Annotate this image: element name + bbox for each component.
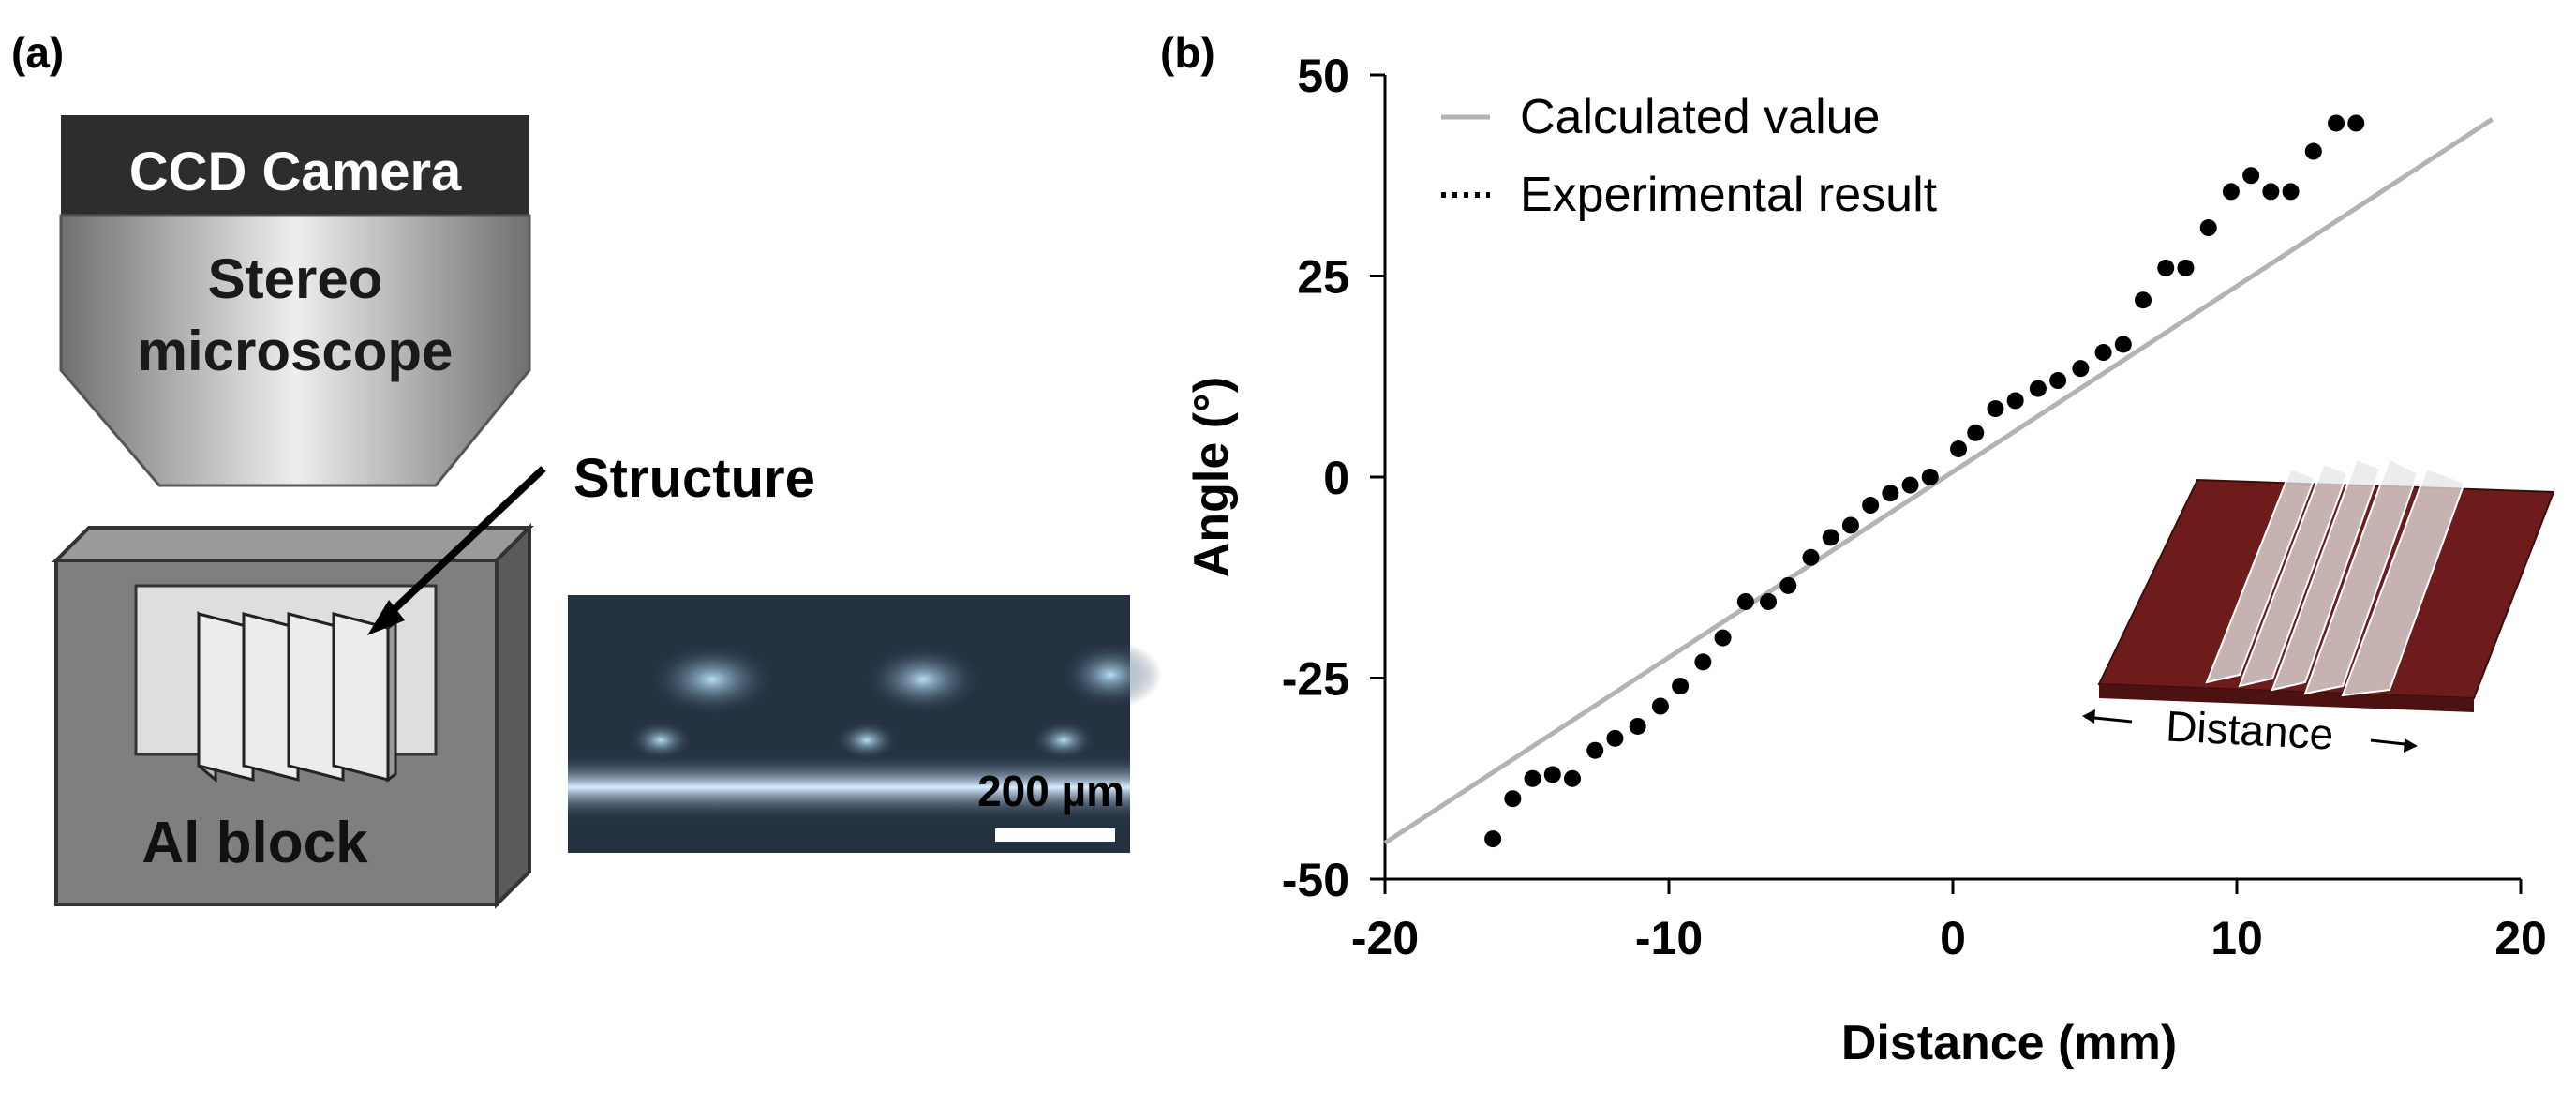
microscope-label-line2: microscope: [138, 320, 454, 382]
y-axis-title: Angle (°): [1184, 377, 1239, 577]
experimental-point: [1694, 653, 1712, 671]
panel-a: (a) CCD Camera Stereo microscope Al bloc…: [11, 28, 1162, 909]
experimental-point: [2114, 336, 2132, 353]
y-tick-label: 50: [1297, 50, 1349, 102]
experimental-point: [1629, 717, 1646, 735]
scale-bar-label: 200 µm: [977, 767, 1124, 815]
x-tick-label: 20: [2494, 912, 2547, 964]
experimental-point: [2157, 259, 2175, 276]
ccd-camera: [61, 115, 529, 216]
experimental-point: [1921, 469, 1939, 485]
experimental-point: [1524, 769, 1541, 787]
legend: Calculated value Experimental result: [1441, 90, 1938, 222]
experimental-point: [2222, 183, 2240, 201]
experimental-point: [1882, 485, 1899, 502]
experimental-point: [1672, 678, 1690, 695]
experimental-point: [2328, 114, 2345, 132]
experimental-point: [1760, 592, 1778, 610]
experimental-point: [1802, 548, 1820, 566]
experimental-point: [1950, 440, 1968, 457]
structure-fins: [197, 610, 397, 783]
experimental-point: [2049, 372, 2067, 390]
angle-vs-distance-chart: 50 25 0 -25 -50-20 -10 0 10 20 Angle (°) Distanc…: [1184, 50, 2563, 1070]
experimental-point: [2094, 344, 2112, 362]
inset-distance-label: Distance: [2165, 701, 2334, 758]
legend-calculated-label: Calculated value: [1520, 90, 1880, 144]
experimental-point: [1967, 424, 1985, 441]
experimental-point: [1504, 790, 1522, 808]
experimental-point: [1651, 697, 1669, 715]
experimental-point: [1714, 629, 1732, 647]
legend-experimental-label: Experimental result: [1520, 168, 1938, 222]
panel-b-label: (b): [1160, 28, 1215, 77]
experimental-point: [1862, 497, 1880, 515]
stereo-microscope: [59, 214, 531, 487]
calculated-value-line: [1383, 117, 2494, 845]
experimental-point: [2199, 219, 2217, 237]
y-tick-label: 0: [1323, 452, 1349, 504]
micrograph: 200 µm: [568, 595, 1162, 853]
experimental-point: [2347, 114, 2365, 132]
inset-structure: Distance: [2082, 439, 2563, 759]
y-tick-label: -25: [1282, 653, 1349, 706]
experimental-point: [1822, 529, 1839, 546]
experimental-point: [1563, 769, 1581, 787]
experimental-point: [2029, 380, 2047, 397]
scale-bar: [995, 828, 1115, 842]
y-tick-label: -50: [1282, 854, 1349, 906]
x-axis-title: Distance (mm): [1841, 1016, 2177, 1070]
experimental-point: [1841, 516, 1859, 534]
y-tick-label: 25: [1297, 251, 1349, 304]
panel-a-label: (a): [11, 28, 64, 77]
experimental-point: [2135, 291, 2152, 309]
x-tick-label: -20: [1351, 912, 1419, 964]
panel-b: (b) 50 25 0 -25 -50-20 -10 0 10 20 Angle (°) Dis…: [1160, 28, 2563, 1070]
structure-label: Structure: [573, 448, 815, 509]
experimental-point: [1543, 766, 1561, 783]
x-tick-label: -10: [1635, 912, 1703, 964]
inset-fins: [2205, 457, 2466, 697]
structure-pointer-line: [377, 466, 546, 626]
experimental-point: [2282, 183, 2300, 201]
experimental-point: [1901, 476, 1919, 494]
experimental-point: [1987, 400, 2004, 418]
experimental-point: [1736, 592, 1754, 610]
experimental-point: [2304, 142, 2322, 160]
experimental-point: [1606, 729, 1624, 747]
experimental-point: [1779, 576, 1797, 594]
experimental-point: [2242, 167, 2260, 185]
experimental-point: [2006, 392, 2024, 410]
experimental-point: [2072, 360, 2090, 378]
experimental-point: [2177, 259, 2195, 276]
experimental-point: [1586, 741, 1604, 759]
x-tick-label: 0: [1940, 912, 1966, 964]
ccd-camera-label: CCD Camera: [129, 142, 462, 202]
structure-arrowhead: [367, 600, 405, 635]
microscope-label-line1: Stereo: [208, 247, 383, 310]
x-tick-label: 10: [2211, 912, 2263, 964]
al-block-label: Al block: [141, 811, 368, 875]
experimental-point: [1484, 830, 1502, 848]
experimental-point: [2262, 183, 2280, 201]
